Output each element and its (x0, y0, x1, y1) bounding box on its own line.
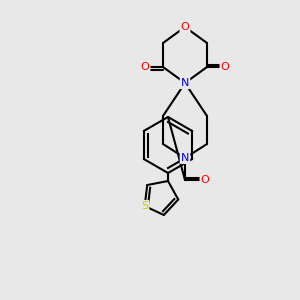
Text: S: S (141, 201, 148, 211)
Text: O: O (201, 175, 209, 185)
Text: O: O (220, 62, 230, 72)
Text: N: N (181, 78, 189, 88)
Text: N: N (181, 153, 189, 163)
Text: O: O (181, 22, 189, 32)
Text: O: O (141, 62, 149, 72)
